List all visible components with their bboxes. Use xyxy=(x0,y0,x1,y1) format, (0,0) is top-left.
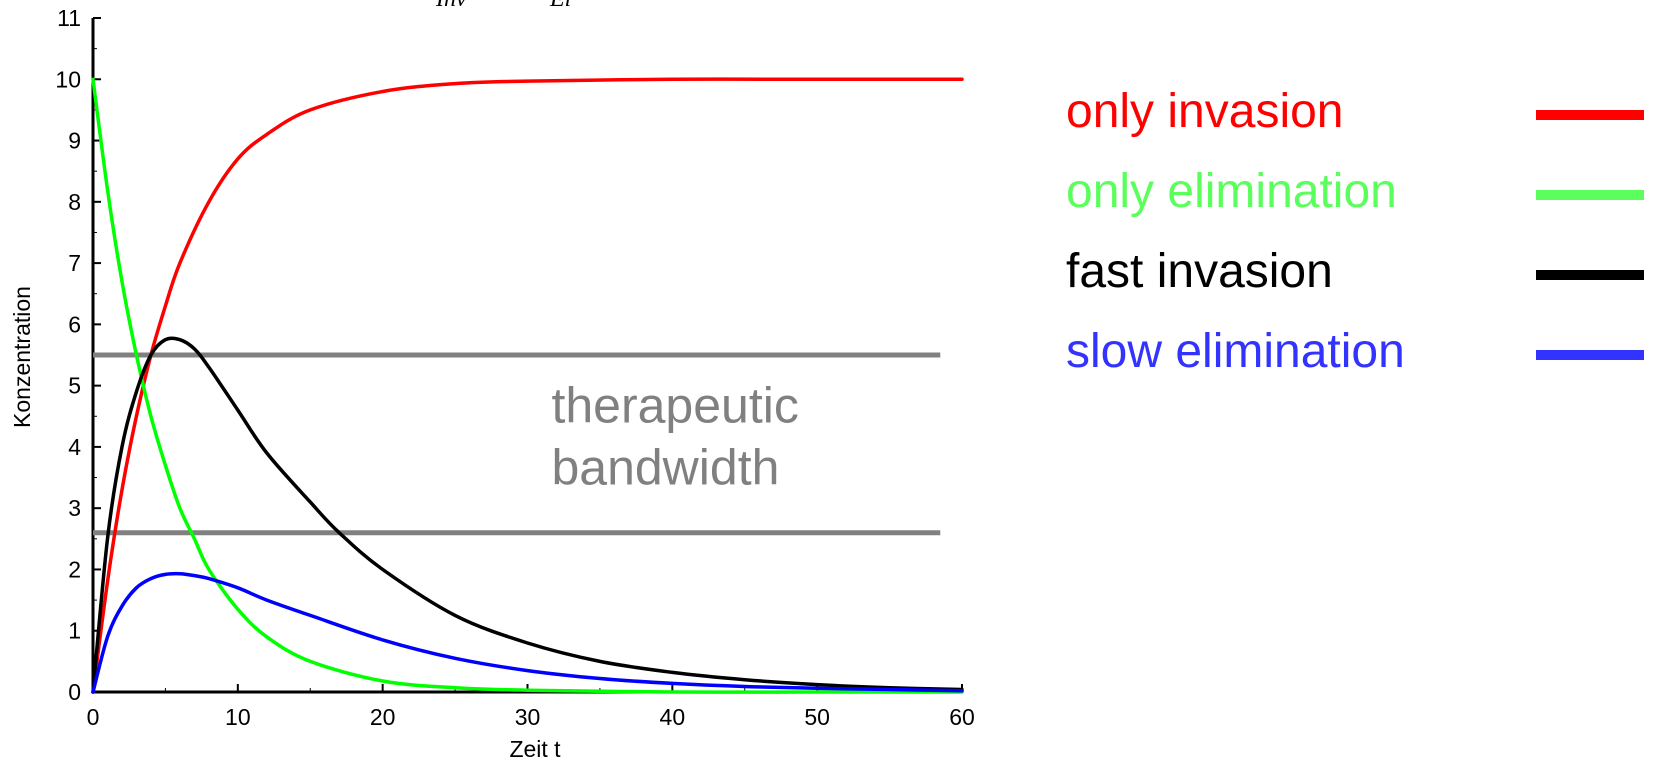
legend-item-only-invasion: only invasion xyxy=(1066,82,1646,162)
legend-item-fast-invasion: fast invasion xyxy=(1066,242,1646,322)
axes: 0 10 20 30 40 50 60 0 1 2 3 4 5 6 7 8 9 10 11 xyxy=(55,5,974,730)
x-tick-label: 40 xyxy=(660,704,686,730)
y-tick-label: 2 xyxy=(68,556,81,582)
x-tick-label: 30 xyxy=(515,704,541,730)
x-tick-label: 20 xyxy=(370,704,396,730)
x-tick-label: 60 xyxy=(949,704,975,730)
legend-label: fast invasion xyxy=(1066,245,1333,298)
series-line-only-elimination xyxy=(91,77,964,694)
y-tick-label: 9 xyxy=(68,128,81,154)
legend-swatch xyxy=(1536,110,1644,120)
annotation: therapeutic bandwidth xyxy=(551,377,798,495)
series-lines xyxy=(91,77,964,694)
y-tick-label: 0 xyxy=(68,679,81,705)
legend-item-only-elimination: only elimination xyxy=(1066,162,1646,242)
y-tick-label: 1 xyxy=(68,618,81,644)
legend-label: only invasion xyxy=(1066,85,1344,138)
y-tick-label: 11 xyxy=(57,5,81,31)
y-tick-label: 4 xyxy=(68,434,81,460)
legend-label: slow elimination xyxy=(1066,325,1405,378)
series-line-only-invasion xyxy=(91,77,964,694)
legend-item-slow-elimination: slow elimination xyxy=(1066,322,1646,402)
series-line-fast-invasion xyxy=(91,336,964,694)
title-fragment-el: El xyxy=(550,0,571,13)
y-tick-label: 5 xyxy=(68,373,81,399)
y-axis-label: Konzentration xyxy=(9,286,35,428)
y-tick-label: 8 xyxy=(68,189,81,215)
y-tick-label: 7 xyxy=(68,250,81,276)
y-tick-label: 3 xyxy=(68,495,81,521)
legend: only invasion only elimination fast inva… xyxy=(1066,82,1646,402)
series-line-slow-elimination xyxy=(91,571,964,694)
legend-label: only elimination xyxy=(1066,165,1397,218)
title-fragment-inv: Inv xyxy=(436,0,467,13)
y-tick-label: 10 xyxy=(55,66,81,92)
therapeutic-bandwidth-lines xyxy=(93,352,941,536)
y-tick-label: 6 xyxy=(68,311,81,337)
x-tick-label: 0 xyxy=(87,704,100,730)
x-axis-label: Zeit t xyxy=(509,736,561,761)
x-tick-label: 10 xyxy=(225,704,251,730)
legend-swatch xyxy=(1536,270,1644,280)
legend-swatch xyxy=(1536,350,1644,360)
legend-swatch xyxy=(1536,190,1644,200)
annotation-line: therapeutic xyxy=(551,377,798,433)
annotation-line: bandwidth xyxy=(551,439,779,495)
concentration-chart: 0 10 20 30 40 50 60 0 1 2 3 4 5 6 7 8 9 10 11 therapeutic b… xyxy=(9,5,975,761)
x-tick-label: 50 xyxy=(804,704,830,730)
